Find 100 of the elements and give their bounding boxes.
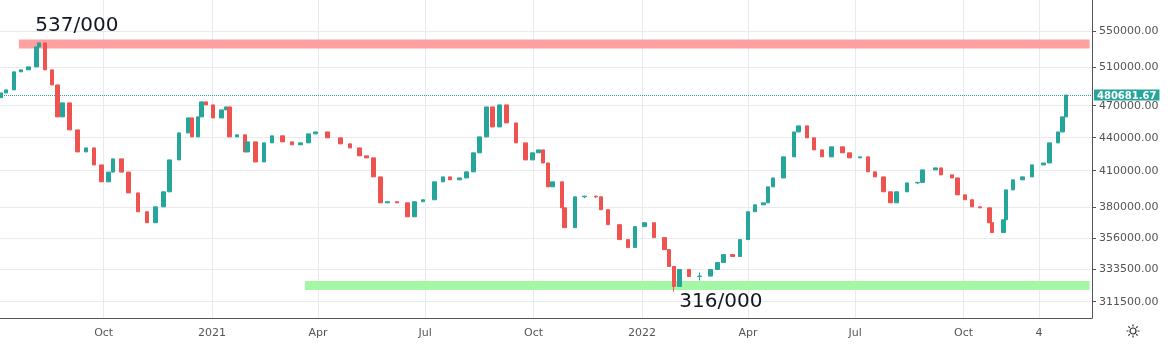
candlestick bbox=[970, 199, 974, 208]
candlestick bbox=[262, 142, 266, 163]
x-tick-label: Oct bbox=[94, 326, 114, 339]
candlestick bbox=[820, 149, 824, 158]
candlestick bbox=[280, 135, 285, 143]
candlestick bbox=[75, 129, 80, 153]
candlestick bbox=[881, 176, 886, 193]
candlestick bbox=[357, 147, 362, 157]
candlestick bbox=[812, 137, 816, 151]
candlestick bbox=[153, 206, 158, 224]
candlestick bbox=[235, 134, 239, 138]
x-tick-label: 2022 bbox=[628, 326, 657, 339]
candlestick bbox=[738, 239, 742, 258]
candlestick bbox=[136, 192, 140, 213]
candlestick bbox=[405, 202, 410, 218]
candlestick bbox=[84, 147, 88, 153]
candlestick bbox=[119, 158, 124, 173]
candlestick bbox=[805, 125, 809, 139]
candlestick bbox=[978, 206, 982, 209]
x-tick-label: Oct bbox=[954, 326, 974, 339]
candlestick bbox=[963, 194, 967, 201]
candlestick bbox=[730, 254, 735, 258]
candlestick bbox=[26, 66, 31, 71]
y-tick-label: 356000.00 bbox=[1099, 231, 1159, 245]
candlestick bbox=[313, 131, 318, 135]
candlestick bbox=[606, 209, 610, 226]
candlestick bbox=[652, 222, 656, 239]
candlestick bbox=[888, 191, 893, 204]
candlestick bbox=[687, 268, 691, 278]
candlestick bbox=[441, 176, 445, 183]
candlestick bbox=[464, 171, 469, 179]
x-tick-label: Oct bbox=[524, 326, 544, 339]
candlestick bbox=[573, 196, 577, 229]
candlestick bbox=[67, 102, 72, 131]
candlestick bbox=[746, 211, 750, 241]
candlestick bbox=[34, 46, 39, 68]
candlestick bbox=[385, 201, 390, 204]
candlestick bbox=[753, 204, 757, 213]
y-tick-label: 410000.00 bbox=[1099, 164, 1159, 178]
candlestick bbox=[19, 69, 23, 73]
candlestick bbox=[894, 191, 899, 204]
candlestick bbox=[514, 122, 518, 144]
y-tick-label: 470000.00 bbox=[1099, 99, 1159, 113]
candlestick bbox=[290, 141, 294, 146]
ref-line-label: 480681.67 bbox=[1097, 89, 1157, 101]
candlestick bbox=[219, 109, 224, 119]
candlestick bbox=[211, 104, 215, 119]
candlestick bbox=[99, 164, 104, 183]
candlestick bbox=[677, 268, 682, 287]
annotation: 537/000 bbox=[35, 12, 119, 37]
candlestick bbox=[348, 143, 352, 149]
candlestick bbox=[1011, 179, 1015, 191]
candlestick bbox=[126, 171, 131, 194]
candlestick bbox=[338, 137, 343, 145]
candlestick bbox=[873, 171, 877, 178]
candlestick bbox=[697, 271, 702, 281]
candlestick bbox=[708, 268, 713, 277]
candlestick bbox=[490, 106, 495, 128]
candlestick bbox=[781, 156, 786, 179]
candlestick bbox=[866, 156, 870, 173]
candlestick bbox=[378, 176, 383, 204]
y-tick-label: 311500.00 bbox=[1099, 294, 1159, 308]
x-tick-label: 4 bbox=[1035, 326, 1043, 339]
annotation: 316/000 bbox=[679, 287, 763, 312]
candlestick bbox=[858, 156, 862, 159]
x-tick-label: 2021 bbox=[198, 326, 227, 339]
candlestick bbox=[497, 104, 502, 128]
candlestick bbox=[448, 176, 452, 181]
candlestick bbox=[190, 117, 194, 138]
x-tick-label: Apr bbox=[738, 326, 759, 339]
y-tick-label: 380000.00 bbox=[1099, 200, 1159, 214]
candlestick bbox=[306, 133, 311, 144]
candlestick bbox=[642, 222, 647, 228]
candlestick bbox=[484, 106, 489, 138]
candlestick bbox=[298, 142, 303, 146]
candlestick bbox=[245, 141, 250, 153]
candlestick bbox=[905, 182, 909, 193]
candlestick bbox=[270, 135, 274, 144]
candlestick bbox=[364, 155, 369, 159]
candlestick bbox=[371, 157, 376, 178]
candlestick bbox=[253, 141, 258, 163]
candlestick bbox=[633, 226, 637, 249]
candlestick bbox=[829, 146, 834, 158]
candlestick bbox=[145, 211, 149, 224]
y-tick-label: 440000.00 bbox=[1099, 130, 1159, 144]
candlestick bbox=[550, 181, 555, 188]
candlestick bbox=[933, 167, 938, 171]
candlestick bbox=[204, 101, 208, 106]
candlestick bbox=[939, 167, 943, 176]
candlestick bbox=[1020, 176, 1025, 181]
y-tick-label: 510000.00 bbox=[1099, 60, 1159, 74]
x-tick-label: Jul bbox=[847, 326, 862, 339]
candlestick bbox=[617, 224, 622, 241]
candlestick bbox=[177, 132, 181, 161]
y-tick-label: 550000.00 bbox=[1099, 24, 1159, 38]
candlestick bbox=[847, 152, 852, 159]
y-tick-label: 333500.00 bbox=[1099, 262, 1159, 276]
candlestick bbox=[432, 181, 437, 201]
candlestick bbox=[412, 201, 417, 218]
candlestick bbox=[1030, 164, 1034, 178]
